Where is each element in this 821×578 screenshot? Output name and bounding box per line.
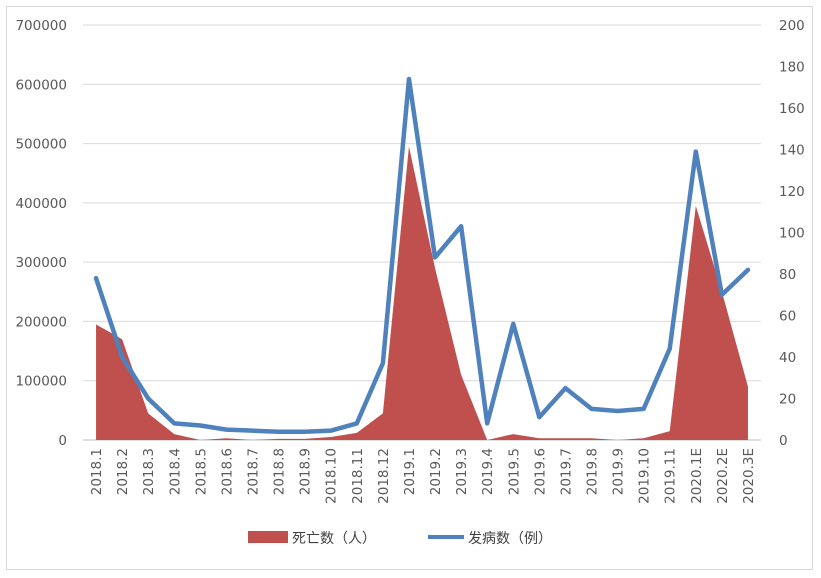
left-axis-tick-label: 0: [58, 433, 67, 449]
x-axis-tick-label: 2019.3: [454, 448, 470, 495]
x-axis-ticks: 2018.1 2018.2 2018.3 2018.4 2018.5 2018.6 2018…: [89, 448, 757, 504]
line-series-cases: [93, 76, 751, 434]
x-axis-tick-label: 2018.4: [167, 448, 183, 495]
x-axis-tick-label: 2020.2E: [715, 448, 731, 504]
left-axis-tick-label: 400000: [15, 196, 67, 212]
x-axis-tick-label: 2018.3: [141, 448, 157, 495]
left-axis-tick-label: 300000: [15, 255, 67, 271]
legend-swatch-deaths: [248, 531, 288, 543]
x-axis-tick-label: 2018.6: [219, 448, 235, 495]
right-axis-tick-label: 200: [779, 18, 805, 34]
left-axis-tick-label: 700000: [15, 18, 67, 34]
right-axis-tick-label: 120: [779, 184, 805, 200]
left-axis-tick-label: 100000: [15, 374, 67, 390]
x-axis-tick-label: 2020.3E: [741, 448, 757, 504]
x-axis-tick-label: 2018.8: [272, 448, 288, 495]
line-series-layer: [93, 76, 751, 434]
area-series-deaths: [96, 146, 748, 441]
left-axis-tick-label: 500000: [15, 137, 67, 153]
x-axis-tick-label: 2020.1E: [689, 448, 705, 504]
x-axis-tick-label: 2019.11: [663, 448, 679, 504]
x-axis-tick-label: 2018.5: [193, 448, 209, 495]
right-axis-tick-label: 140: [779, 143, 805, 159]
right-axis-ticks: 0 20 40 60 80 100 120 140 160 180 200: [779, 18, 805, 449]
x-axis-tick-label: 2018.1: [89, 448, 105, 495]
x-axis-tick-label: 2019.2: [428, 448, 444, 495]
right-axis-tick-label: 160: [779, 101, 805, 117]
x-axis-tick-label: 2019.8: [585, 448, 601, 495]
right-axis-tick-label: 40: [779, 350, 796, 366]
x-axis-tick-label: 2019.6: [532, 448, 548, 495]
area-series-layer: [96, 146, 748, 441]
left-axis-tick-label: 600000: [15, 77, 67, 93]
right-axis-tick-label: 100: [779, 226, 805, 242]
x-axis-tick-label: 2019.7: [558, 448, 574, 495]
x-axis-tick-label: 2019.10: [637, 448, 653, 504]
x-axis-tick-label: 2018.9: [298, 448, 314, 495]
x-axis-tick-label: 2019.1: [402, 448, 418, 495]
x-axis-tick-label: 2019.5: [506, 448, 522, 495]
x-axis-tick-label: 2018.11: [350, 448, 366, 504]
x-axis-tick-label: 2018.10: [324, 448, 340, 504]
x-axis-tick-label: 2018.2: [115, 448, 131, 495]
left-axis-tick-label: 200000: [15, 314, 67, 330]
legend-label-cases: 发病数（例）: [468, 531, 552, 547]
right-axis-tick-label: 60: [779, 309, 796, 325]
legend-label-deaths: 死亡数（人）: [292, 531, 376, 547]
x-axis-tick-label: 2019.4: [480, 448, 496, 495]
x-axis-tick-label: 2019.9: [611, 448, 627, 495]
x-axis-tick-label: 2018.12: [376, 448, 392, 504]
right-axis-tick-label: 0: [779, 433, 788, 449]
x-axis-tick-label: 2018.7: [246, 448, 262, 495]
legend: 死亡数（人） 发病数（例）: [248, 531, 552, 547]
left-axis-ticks: 0 100000 200000 300000 400000 500000 600000 700…: [15, 18, 67, 449]
right-axis-tick-label: 20: [779, 392, 796, 408]
right-axis-tick-label: 80: [779, 267, 796, 283]
right-axis-tick-label: 180: [779, 60, 805, 76]
